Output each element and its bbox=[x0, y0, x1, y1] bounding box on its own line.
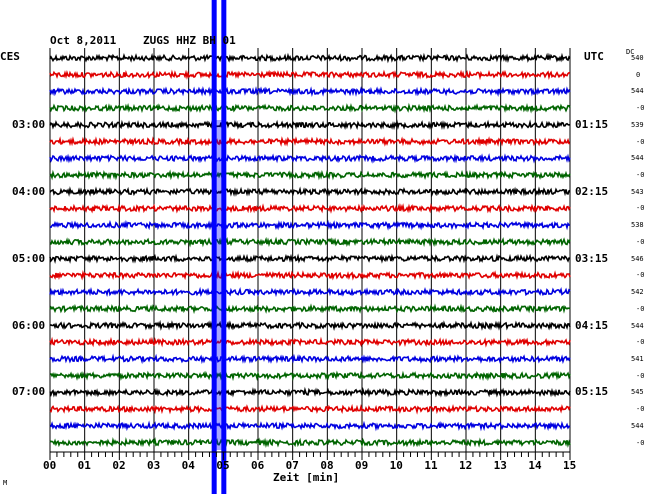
x-tick-label: 12 bbox=[459, 459, 473, 472]
x-tick-label: 00 bbox=[43, 459, 57, 472]
x-tick-label: 07 bbox=[285, 459, 299, 472]
dc-value: -0 bbox=[636, 371, 645, 380]
trace-line bbox=[49, 69, 571, 81]
dc-value: -0 bbox=[636, 171, 645, 180]
dc-value: 543 bbox=[631, 187, 644, 196]
dc-label: DC bbox=[626, 48, 635, 56]
dc-value: -0 bbox=[636, 405, 645, 414]
dc-value: 0 bbox=[636, 70, 641, 79]
trace-line bbox=[49, 370, 571, 382]
trace-line bbox=[49, 136, 571, 147]
x-tick-label: 14 bbox=[528, 459, 542, 472]
dc-value: 539 bbox=[631, 120, 644, 129]
trace-line bbox=[49, 186, 571, 198]
x-tick-label: 09 bbox=[355, 459, 369, 472]
left-time-label: 03:00 bbox=[12, 117, 46, 131]
title-station: ZUGS HHZ BH 01 bbox=[143, 34, 236, 47]
x-tick-label: 10 bbox=[389, 459, 403, 472]
trace-line bbox=[49, 119, 571, 131]
left-time-label: 06:00 bbox=[12, 318, 46, 332]
footnote-mark: M bbox=[3, 479, 8, 487]
trace-line bbox=[49, 353, 571, 365]
right-time-label: 04:15 bbox=[575, 318, 609, 332]
dc-value: 544 bbox=[631, 321, 644, 330]
dc-value: -0 bbox=[636, 271, 645, 280]
trace-line bbox=[49, 269, 571, 281]
x-tick-label: 06 bbox=[251, 459, 265, 472]
x-tick-label: 05 bbox=[216, 459, 230, 472]
trace-line bbox=[49, 286, 571, 298]
trace-line bbox=[49, 253, 571, 264]
x-tick-label: 15 bbox=[563, 459, 577, 472]
trace-line bbox=[49, 102, 571, 114]
x-tick-label: 11 bbox=[424, 459, 438, 472]
right-time-label: 03:15 bbox=[575, 251, 609, 265]
event-burst bbox=[212, 120, 224, 450]
x-tick-label: 13 bbox=[493, 459, 507, 472]
trace-line bbox=[49, 319, 571, 331]
dc-value: -0 bbox=[636, 237, 645, 246]
left-time-label: 05:00 bbox=[12, 251, 46, 265]
left-zone-label: CES bbox=[0, 50, 20, 63]
trace-line bbox=[49, 303, 571, 315]
dc-value: 544 bbox=[631, 87, 644, 96]
x-tick-label: 01 bbox=[77, 459, 91, 472]
trace-line bbox=[49, 153, 571, 164]
dc-value: -0 bbox=[636, 104, 645, 113]
trace-line bbox=[49, 436, 571, 449]
right-zone-label: UTC bbox=[584, 50, 604, 63]
dc-value: 544 bbox=[631, 421, 644, 430]
left-time-label: 04:00 bbox=[12, 184, 46, 198]
dc-value: -0 bbox=[636, 304, 645, 313]
dc-value: 541 bbox=[631, 354, 644, 363]
x-axis-label: Zeit [min] bbox=[273, 471, 340, 484]
dc-value: -0 bbox=[636, 338, 645, 347]
dc-value: -0 bbox=[636, 137, 645, 146]
dc-value: 546 bbox=[631, 254, 644, 263]
trace-line bbox=[49, 203, 571, 214]
right-time-label: 05:15 bbox=[575, 385, 609, 399]
x-tick-label: 04 bbox=[181, 459, 195, 472]
dc-value: 538 bbox=[631, 221, 644, 230]
title-date: Oct 8,2011 bbox=[50, 34, 117, 47]
dc-value: 545 bbox=[631, 388, 644, 397]
x-tick-label: 03 bbox=[147, 459, 161, 472]
dc-value: -0 bbox=[636, 204, 645, 213]
dc-value: -0 bbox=[636, 438, 645, 447]
right-time-label: 01:15 bbox=[575, 117, 609, 131]
event-marker bbox=[211, 0, 227, 494]
dc-value: 542 bbox=[631, 288, 644, 297]
seismogram-traces bbox=[49, 52, 571, 449]
trace-line bbox=[49, 420, 571, 432]
x-tick-label: 02 bbox=[112, 459, 126, 472]
dc-value: 540 bbox=[631, 54, 644, 62]
event-trace-a bbox=[211, 0, 217, 494]
trace-line bbox=[49, 52, 571, 64]
trace-line bbox=[49, 386, 571, 398]
event-trace-b bbox=[221, 0, 227, 494]
left-time-label: 07:00 bbox=[12, 385, 46, 399]
trace-line bbox=[49, 403, 571, 415]
x-tick-label: 08 bbox=[320, 459, 334, 472]
x-axis bbox=[49, 451, 571, 460]
trace-line bbox=[49, 85, 571, 98]
right-time-label: 02:15 bbox=[575, 184, 609, 198]
trace-line bbox=[49, 236, 571, 248]
trace-line bbox=[49, 169, 571, 181]
dc-value: 544 bbox=[631, 154, 644, 163]
trace-line bbox=[49, 336, 571, 348]
trace-line bbox=[50, 219, 571, 231]
